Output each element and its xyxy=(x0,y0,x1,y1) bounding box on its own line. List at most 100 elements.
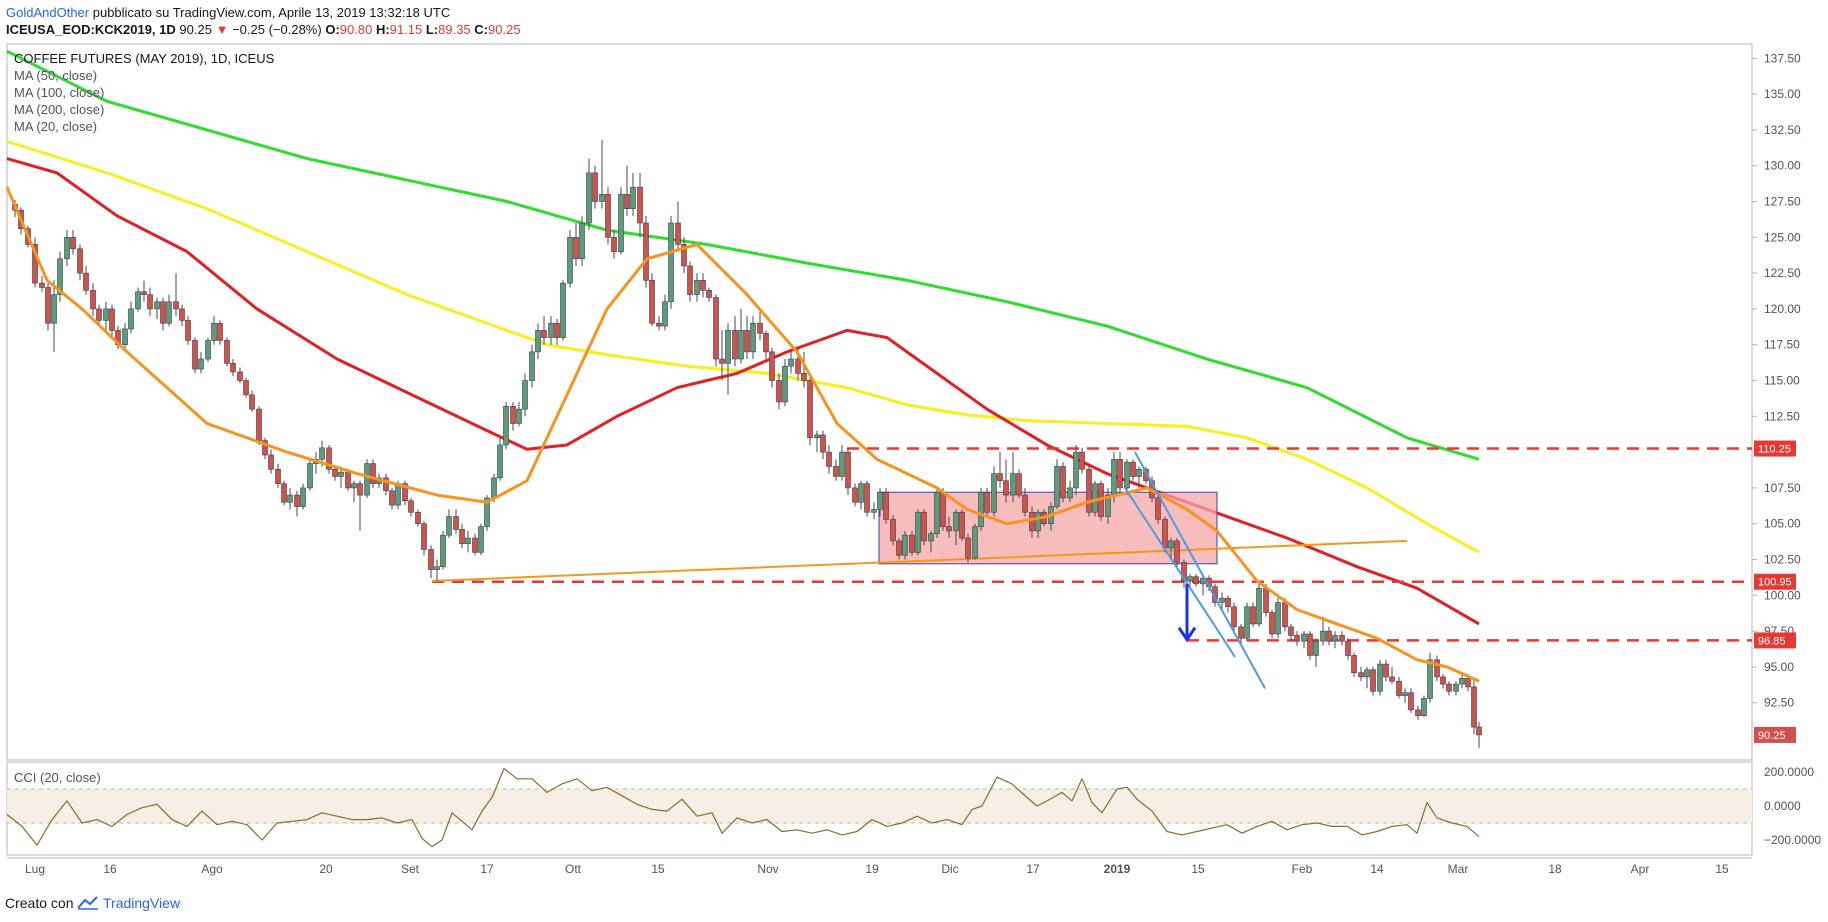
level-price-tag xyxy=(1754,632,1796,649)
candle-up xyxy=(788,358,794,367)
time-tick-label: Dic xyxy=(941,862,958,876)
price-tick-label: 137.50 xyxy=(1764,51,1801,65)
level-price-tag xyxy=(1754,440,1796,457)
candle-down xyxy=(262,440,268,456)
candle-up xyxy=(1320,630,1326,642)
candle-up xyxy=(1054,466,1060,507)
candle-up xyxy=(319,447,325,460)
candle-down xyxy=(147,294,153,310)
price-change: −0.25 (−0.28%) xyxy=(232,22,322,37)
candle-up xyxy=(1219,597,1225,603)
candle-up xyxy=(1453,683,1459,692)
candle-down xyxy=(217,322,223,341)
candle-down xyxy=(383,477,389,492)
candle-down xyxy=(940,491,946,527)
legend-ma200[interactable]: MA (200, close) xyxy=(14,102,105,117)
candle-down xyxy=(179,308,185,321)
candle-up xyxy=(1168,540,1174,549)
footer: Creato con TradingView xyxy=(5,895,180,911)
candle-down xyxy=(1231,606,1237,628)
candle-down xyxy=(1339,635,1345,642)
price-tick-label: 102.50 xyxy=(1764,553,1801,567)
candle-up xyxy=(839,451,845,477)
candle-down xyxy=(389,490,395,506)
candle-down xyxy=(1269,612,1275,635)
time-tick-label: 17 xyxy=(1026,862,1040,876)
level-price-tag xyxy=(1754,573,1796,590)
candle-down xyxy=(1415,709,1421,716)
candle-up xyxy=(198,358,204,370)
candle-up xyxy=(1111,458,1117,496)
candle-down xyxy=(96,308,102,321)
time-tick-label: 14 xyxy=(1370,862,1384,876)
candle-up xyxy=(395,483,401,506)
author-link[interactable]: GoldAndOther xyxy=(6,5,90,20)
candle-down xyxy=(997,473,1003,482)
candle-up xyxy=(662,301,668,327)
time-tick-label: 20 xyxy=(319,862,333,876)
candle-down xyxy=(1086,469,1092,513)
candle-up xyxy=(522,380,528,410)
candle-up xyxy=(586,172,592,224)
cci-tick-label: 0.0000 xyxy=(1764,799,1801,813)
time-tick-label: 2019 xyxy=(1104,862,1131,876)
price-tick-label: 112.50 xyxy=(1764,409,1800,423)
candle-down xyxy=(554,322,560,338)
candle-up xyxy=(529,351,535,381)
candle-up xyxy=(135,291,141,310)
legend-ma100[interactable]: MA (100, close) xyxy=(14,85,105,100)
candle-down xyxy=(883,491,889,520)
candle-up xyxy=(668,222,674,303)
candle-down xyxy=(224,340,230,364)
candle-down xyxy=(700,279,706,291)
candle-down xyxy=(675,222,681,245)
candle-up xyxy=(953,511,959,532)
candle-up xyxy=(1377,663,1383,692)
candle-up xyxy=(364,463,370,496)
candle-down xyxy=(643,222,649,281)
legend-ma20[interactable]: MA (20, close) xyxy=(14,119,98,134)
time-tick-label: Set xyxy=(401,862,420,876)
last-price-label: 90.25 xyxy=(1758,730,1786,742)
cci-tick-label: 200.0000 xyxy=(1764,765,1814,779)
candle-up xyxy=(478,526,484,553)
candle-up xyxy=(579,222,585,260)
candle-down xyxy=(402,483,408,502)
target-arrow-head xyxy=(1177,626,1197,643)
time-tick-label: 15 xyxy=(651,862,665,876)
candle-up xyxy=(618,194,624,252)
candle-up xyxy=(725,330,731,364)
support-trendline xyxy=(431,539,1408,582)
price-tick-label: 117.50 xyxy=(1764,338,1800,352)
candle-down xyxy=(230,363,236,373)
low-value: 89.35 xyxy=(438,22,471,37)
candle-up xyxy=(300,487,306,507)
candle-up xyxy=(871,509,877,513)
candle-down xyxy=(39,282,45,288)
legend-title: COFFEE FUTURES (MAY 2019), 1D, ICEUS xyxy=(14,51,275,66)
price-tick-label: 100.00 xyxy=(1764,588,1801,602)
candle-down xyxy=(1465,678,1471,688)
candle-down xyxy=(1396,680,1402,696)
candle-down xyxy=(1471,686,1477,728)
candle-down xyxy=(763,332,769,353)
price-chart[interactable]: 137.50 135.00 132.50 130.00 127.50 125.00 122.… xyxy=(0,0,1828,890)
level-price-label: 100.95 xyxy=(1758,577,1792,589)
time-tick-label: 15 xyxy=(1715,862,1729,876)
candle-down xyxy=(776,380,782,403)
candle-up xyxy=(877,491,883,510)
open-label: O: xyxy=(325,22,340,37)
candle-down xyxy=(807,380,813,439)
cci-legend[interactable]: CCI (20, close) xyxy=(14,770,101,785)
tradingview-link[interactable]: TradingView xyxy=(103,895,181,911)
candle-up xyxy=(434,566,440,570)
level-price-label: 96.85 xyxy=(1758,635,1786,647)
legend-ma50[interactable]: MA (50, close) xyxy=(14,68,98,83)
candle-down xyxy=(826,451,832,467)
candle-up xyxy=(57,258,63,295)
candle-down xyxy=(185,320,191,341)
candle-up xyxy=(750,322,756,353)
time-tick-label: Nov xyxy=(757,862,778,876)
candle-down xyxy=(415,511,421,525)
candle-down xyxy=(1440,676,1446,685)
